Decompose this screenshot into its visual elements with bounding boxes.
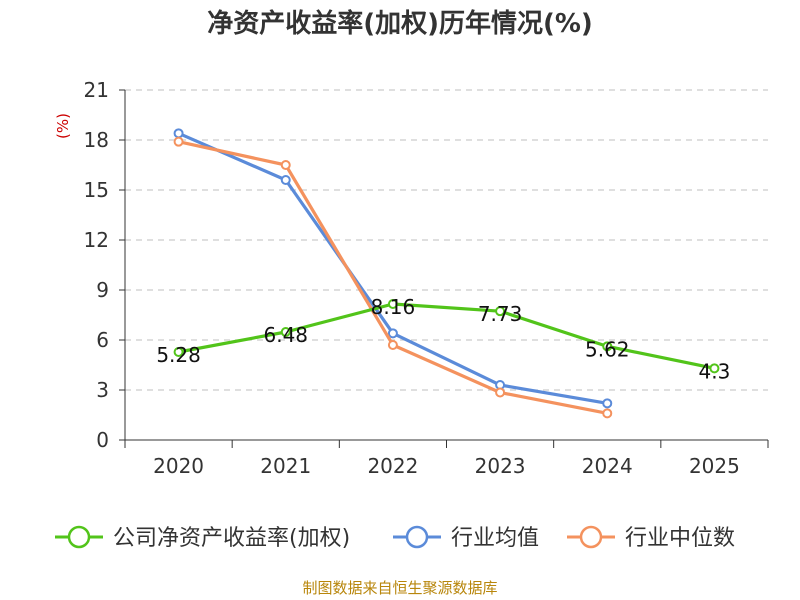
- x-tick-label: 2021: [260, 454, 311, 478]
- data-label: 7.73: [478, 302, 523, 326]
- data-label: 5.28: [156, 343, 201, 367]
- y-tick-label: 21: [84, 78, 109, 102]
- axes: 0 3 6 9 12 15 18 21 2020 2021 2022 2023 2024 2025: [84, 78, 769, 478]
- gridlines: [125, 89, 768, 391]
- data-point-s1-1: [280, 175, 291, 185]
- x-tick-label: 2023: [475, 454, 526, 478]
- series-line-0: [178, 302, 715, 370]
- x-tick-label: 2022: [367, 454, 418, 478]
- legend-item-0[interactable]: 公司净资产收益率(加权): [55, 525, 350, 551]
- data-point-s2-2: [387, 340, 398, 350]
- series-line-2: [178, 140, 608, 415]
- legend-marker-1: [405, 525, 429, 549]
- series-line-1: [177, 131, 608, 405]
- data-label: 8.16: [371, 295, 416, 319]
- legend-marker-0: [67, 525, 91, 549]
- data-point-s2-4: [602, 408, 613, 419]
- legend-marker-2: [579, 525, 603, 549]
- data-point-s0-5: [709, 363, 720, 374]
- y-tick-label: 3: [96, 378, 109, 402]
- y-tick-label: 6: [96, 328, 109, 352]
- legend-item-1[interactable]: 行业均值: [393, 525, 539, 551]
- data-point-s0-4: [602, 341, 613, 352]
- legend-item-2[interactable]: 行业中位数: [567, 525, 735, 551]
- legend-label: 公司净资产收益率(加权): [113, 526, 350, 551]
- y-tick-label: 18: [84, 128, 109, 152]
- data-point-s0-0: [173, 347, 184, 357]
- data-point-s1-4: [602, 398, 613, 409]
- data-label: 6.48: [263, 323, 308, 347]
- y-axis-unit-label: (%): [54, 113, 72, 139]
- data-point-s0-2: [387, 299, 398, 309]
- data-point-s2-0: [173, 136, 184, 147]
- x-tick-label: 2025: [689, 454, 740, 478]
- data-source-note: 制图数据来自恒生聚源数据库: [302, 579, 497, 597]
- data-label: 4.3: [699, 359, 731, 383]
- y-tick-label: 15: [84, 178, 109, 202]
- series-lines: [173, 128, 720, 419]
- data-point-s0-3: [495, 306, 506, 317]
- data-point-s2-1: [280, 160, 291, 170]
- x-tick-label: 2020: [153, 454, 204, 478]
- y-tick-label: 0: [96, 428, 109, 452]
- data-labels: 5.28 6.48 8.16 7.73 5.62 4.3: [156, 295, 730, 383]
- data-point-s1-2: [387, 328, 398, 339]
- data-label: 5.62: [585, 337, 630, 361]
- x-tick-label: 2024: [582, 454, 633, 478]
- data-point-s0-1: [280, 327, 291, 337]
- chart-title: 净资产收益率(加权)历年情况(%): [207, 8, 593, 39]
- legend[interactable]: 公司净资产收益率(加权) 行业均值 行业中位数: [55, 525, 735, 551]
- y-tick-label: 9: [96, 278, 109, 302]
- data-point-s2-3: [495, 387, 506, 398]
- y-tick-label: 12: [84, 228, 109, 252]
- data-point-s1-0: [173, 128, 184, 139]
- legend-label: 行业均值: [451, 526, 539, 551]
- legend-label: 行业中位数: [625, 526, 735, 551]
